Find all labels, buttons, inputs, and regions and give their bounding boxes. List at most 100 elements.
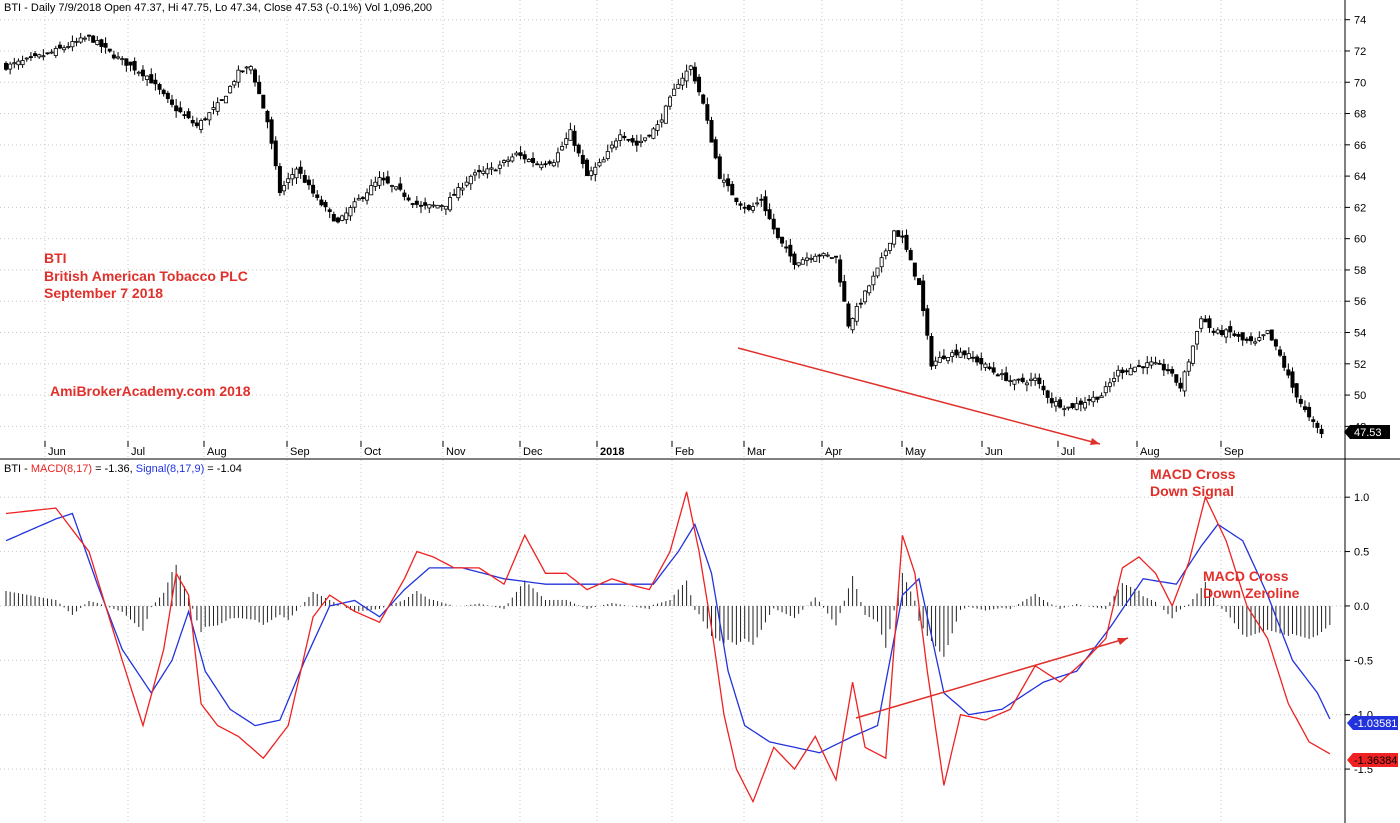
candle-body-up (427, 204, 432, 209)
macd-trendline-arrowhead (1117, 638, 1128, 645)
candle-body-up (800, 259, 805, 265)
candle-body-down (763, 196, 768, 212)
candle (1273, 338, 1278, 351)
candle-body-down (99, 39, 104, 47)
candle (908, 247, 913, 261)
price-tick-label: 68 (1354, 109, 1366, 121)
candle (672, 83, 677, 96)
candle (257, 75, 262, 95)
candle (705, 97, 710, 125)
candle (385, 170, 390, 185)
candle-body-up (443, 205, 448, 210)
candle-body-down (277, 166, 282, 193)
candle-body-down (1207, 318, 1212, 329)
candle (796, 262, 801, 268)
candle-body-down (331, 214, 336, 222)
candle (464, 176, 469, 188)
note-cross-zero-2: Down Zeroline (1203, 585, 1300, 601)
candle-body-up (593, 166, 598, 175)
candle (111, 50, 116, 60)
candle-body-up (1103, 386, 1108, 394)
candle-body-down (360, 197, 365, 199)
candle (435, 204, 440, 209)
candle (547, 159, 552, 166)
candle-body-down (302, 175, 307, 183)
candle (825, 252, 830, 258)
candle-body-up (863, 290, 868, 303)
candle-body-down (697, 76, 702, 93)
candle (1203, 315, 1208, 323)
candle-body-down (900, 235, 905, 238)
candle (57, 41, 62, 50)
candle (697, 74, 702, 96)
candle-body-down (991, 367, 996, 373)
candle-body-up (638, 140, 643, 143)
candle (244, 65, 249, 75)
candle-body-down (240, 70, 245, 73)
candle-body-up (1107, 382, 1112, 387)
candle-body-down (165, 92, 170, 100)
candle (626, 138, 631, 143)
candle-body-down (585, 159, 590, 177)
candle (1178, 377, 1183, 392)
candle-body-down (153, 79, 158, 85)
candle-body-down (580, 155, 585, 165)
x-tick-label: 2018 (600, 446, 624, 458)
candle-body-up (244, 66, 249, 69)
candle-body-up (232, 81, 237, 86)
candle-body-up (966, 353, 971, 359)
candle (1215, 327, 1220, 335)
candle (734, 197, 739, 206)
candle-body-down (692, 66, 697, 82)
candle (20, 55, 25, 68)
candle-body-down (273, 140, 278, 167)
candle-body-down (1232, 333, 1237, 336)
candle (958, 347, 963, 358)
candle (846, 301, 851, 329)
candle (676, 79, 681, 89)
candle (1298, 395, 1303, 408)
candle-body-down (713, 139, 718, 159)
candle (767, 203, 772, 221)
candle-body-down (1037, 377, 1042, 385)
candle-body-down (970, 356, 975, 359)
x-tick-label: Jun (48, 446, 66, 458)
candle-body-down (917, 278, 922, 286)
candle-body-up (1083, 402, 1088, 409)
candle-body-down (547, 161, 552, 164)
candle (182, 111, 187, 120)
candle (427, 204, 432, 214)
candle-body-up (431, 204, 436, 207)
candle (439, 204, 444, 212)
macd-line (5, 491, 1331, 804)
candle-body-down (647, 134, 652, 137)
candle-body-up (356, 198, 361, 201)
candle-body-down (140, 69, 145, 77)
candle (1240, 332, 1245, 346)
candle (539, 161, 544, 171)
candle-body-down (257, 81, 262, 95)
x-tick-label: Oct (364, 446, 381, 458)
candle-body-up (825, 254, 830, 257)
candle-body-up (933, 360, 938, 366)
candle-body-down (406, 197, 411, 201)
candle-body-up (755, 202, 760, 205)
candle-body-down (169, 99, 174, 105)
candle (448, 192, 453, 213)
candle (1186, 358, 1191, 376)
candle (323, 199, 328, 212)
candle-body-down (929, 335, 934, 367)
candle-body-up (983, 363, 988, 368)
candle (223, 95, 228, 104)
candle-body-down (1120, 369, 1125, 374)
candle-body-up (1112, 378, 1117, 382)
candle-body-up (16, 60, 21, 66)
candle-body-down (178, 107, 183, 113)
candle-body-down (1161, 363, 1166, 371)
candle-body-up (348, 207, 353, 217)
candle-body-down (335, 217, 340, 223)
candle (946, 357, 951, 364)
candle (742, 202, 747, 214)
candle-body-down (1240, 332, 1245, 341)
